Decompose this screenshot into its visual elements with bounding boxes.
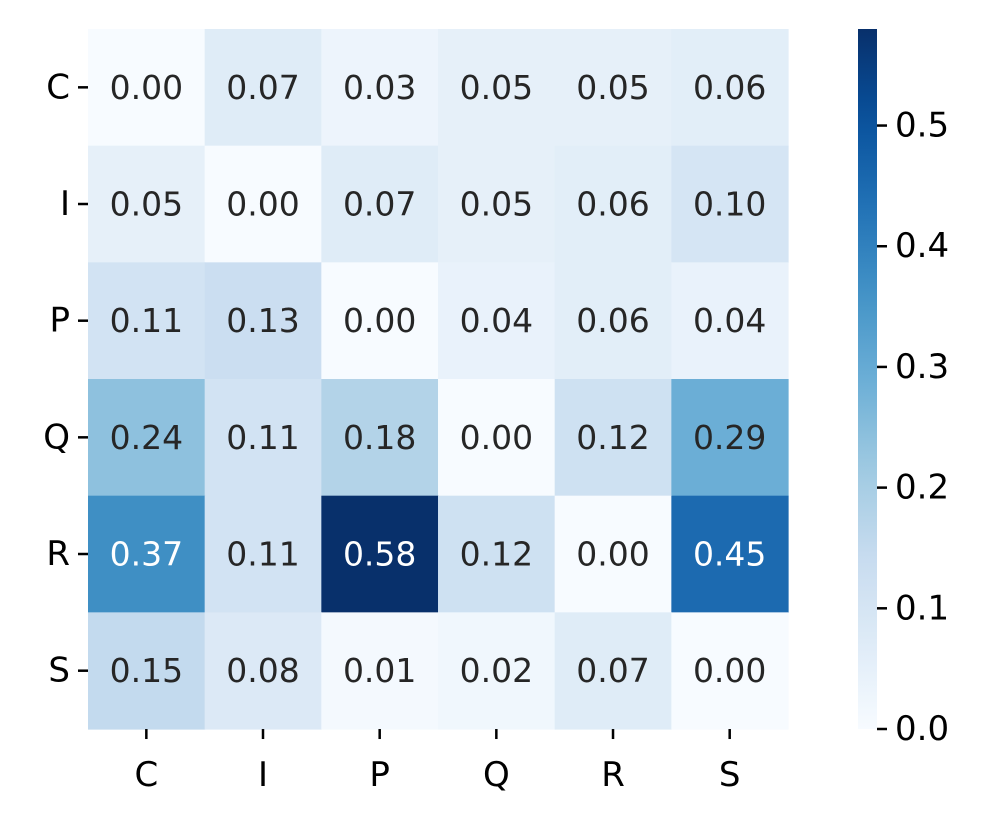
cell-value-label: 0.02 — [460, 651, 533, 690]
heatmap-cell-I-S — [671, 145, 789, 263]
y-tick-label: S — [48, 651, 70, 691]
cell-value-label: 0.45 — [693, 535, 766, 574]
heatmap-cells: 0.00 0.07 0.03 0.05 0.05 0.06 0.05 0.00 0.07 0.05… — [88, 29, 789, 730]
colorbar: 0.0 0.1 0.2 0.3 0.4 0.5 — [858, 29, 949, 749]
y-tick-label: Q — [43, 417, 70, 457]
heatmap-cell-C-C — [88, 29, 206, 147]
colorbar-tick-label: 0.1 — [895, 588, 949, 628]
x-tick-label: Q — [483, 755, 510, 795]
cell-value-label: 0.00 — [343, 301, 416, 340]
heatmap-cell-P-C — [88, 262, 206, 380]
cell-value-label: 0.11 — [226, 535, 299, 574]
x-tick-label: I — [258, 755, 268, 795]
heatmap-cell-P-Q — [438, 262, 556, 380]
cell-value-label: 0.00 — [226, 185, 299, 224]
colorbar-tick-label: 0.5 — [895, 106, 949, 146]
cell-value-label: 0.08 — [226, 651, 299, 690]
heatmap-cell-I-I — [204, 145, 322, 263]
heatmap-cell-I-P — [321, 145, 439, 263]
colorbar-tick-label: 0.2 — [895, 468, 949, 508]
colorbar-ticks: 0.0 0.1 0.2 0.3 0.4 0.5 — [877, 106, 949, 749]
cell-value-label: 0.06 — [576, 301, 649, 340]
heatmap-cell-S-R — [554, 612, 672, 730]
cell-value-label: 0.00 — [460, 418, 533, 457]
cell-value-label: 0.11 — [226, 418, 299, 457]
cell-value-label: 0.29 — [693, 418, 766, 457]
cell-value-label: 0.04 — [460, 301, 533, 340]
heatmap-cell-C-S — [671, 29, 789, 147]
heatmap-cell-I-Q — [438, 145, 556, 263]
cell-value-label: 0.15 — [110, 651, 183, 690]
cell-value-label: 0.12 — [576, 418, 649, 457]
heatmap-cell-P-I — [204, 262, 322, 380]
x-tick-label: P — [369, 755, 390, 795]
heatmap-cell-Q-I — [204, 379, 322, 497]
x-tick-label: R — [601, 755, 625, 795]
heatmap-cell-R-C — [88, 495, 206, 613]
y-tick-label: I — [60, 184, 70, 224]
cell-value-label: 0.37 — [110, 535, 183, 574]
heatmap-cell-S-Q — [438, 612, 556, 730]
heatmap-cell-Q-S — [671, 379, 789, 497]
cell-value-label: 0.24 — [110, 418, 183, 457]
cell-value-label: 0.12 — [460, 535, 533, 574]
cell-value-label: 0.10 — [693, 185, 766, 224]
cell-value-label: 0.00 — [576, 535, 649, 574]
heatmap-cell-S-S — [671, 612, 789, 730]
cell-value-label: 0.00 — [110, 68, 183, 107]
cell-value-label: 0.05 — [460, 185, 533, 224]
heatmap-cell-R-S — [671, 495, 789, 613]
colorbar-tick-label: 0.3 — [895, 347, 949, 387]
heatmap-cell-S-C — [88, 612, 206, 730]
cell-value-label: 0.00 — [693, 651, 766, 690]
heatmap-cell-R-I — [204, 495, 322, 613]
cell-value-label: 0.05 — [110, 185, 183, 224]
colorbar-tick-label: 0.4 — [895, 226, 949, 266]
heatmap-cell-Q-C — [88, 379, 206, 497]
cell-value-label: 0.06 — [693, 68, 766, 107]
cell-value-label: 0.01 — [343, 651, 416, 690]
colorbar-gradient — [858, 29, 877, 729]
cell-value-label: 0.05 — [460, 68, 533, 107]
x-tick-label: S — [719, 755, 741, 795]
cell-value-label: 0.07 — [576, 651, 649, 690]
heatmap-cell-P-R — [554, 262, 672, 380]
heatmap-cell-R-Q — [438, 495, 556, 613]
heatmap-cell-C-P — [321, 29, 439, 147]
heatmap-cell-I-R — [554, 145, 672, 263]
heatmap-cell-Q-Q — [438, 379, 556, 497]
cell-value-label: 0.07 — [226, 68, 299, 107]
y-tick-label: C — [46, 67, 70, 107]
heatmap-cell-Q-R — [554, 379, 672, 497]
heatmap-cell-C-Q — [438, 29, 556, 147]
y-axis: C I P Q R S — [43, 67, 88, 691]
heatmap-cell-R-P — [321, 495, 439, 613]
cell-value-label: 0.05 — [576, 68, 649, 107]
heatmap-cell-Q-P — [321, 379, 439, 497]
cell-value-label: 0.18 — [343, 418, 416, 457]
heatmap-cell-S-I — [204, 612, 322, 730]
y-tick-label: P — [49, 301, 70, 341]
heatmap-cell-R-R — [554, 495, 672, 613]
heatmap-cell-I-C — [88, 145, 206, 263]
heatmap-cell-C-I — [204, 29, 322, 147]
cell-value-label: 0.07 — [343, 185, 416, 224]
heatmap-cell-C-R — [554, 29, 672, 147]
cell-value-label: 0.11 — [110, 301, 183, 340]
heatmap-cell-S-P — [321, 612, 439, 730]
y-tick-label: R — [46, 534, 70, 574]
heatmap-cell-P-S — [671, 262, 789, 380]
cell-value-label: 0.58 — [343, 535, 416, 574]
x-tick-label: C — [134, 755, 158, 795]
cell-value-label: 0.06 — [576, 185, 649, 224]
cell-value-label: 0.03 — [343, 68, 416, 107]
cell-value-label: 0.04 — [693, 301, 766, 340]
colorbar-tick-label: 0.0 — [895, 709, 949, 749]
heatmap-cell-P-P — [321, 262, 439, 380]
cell-value-label: 0.13 — [226, 301, 299, 340]
